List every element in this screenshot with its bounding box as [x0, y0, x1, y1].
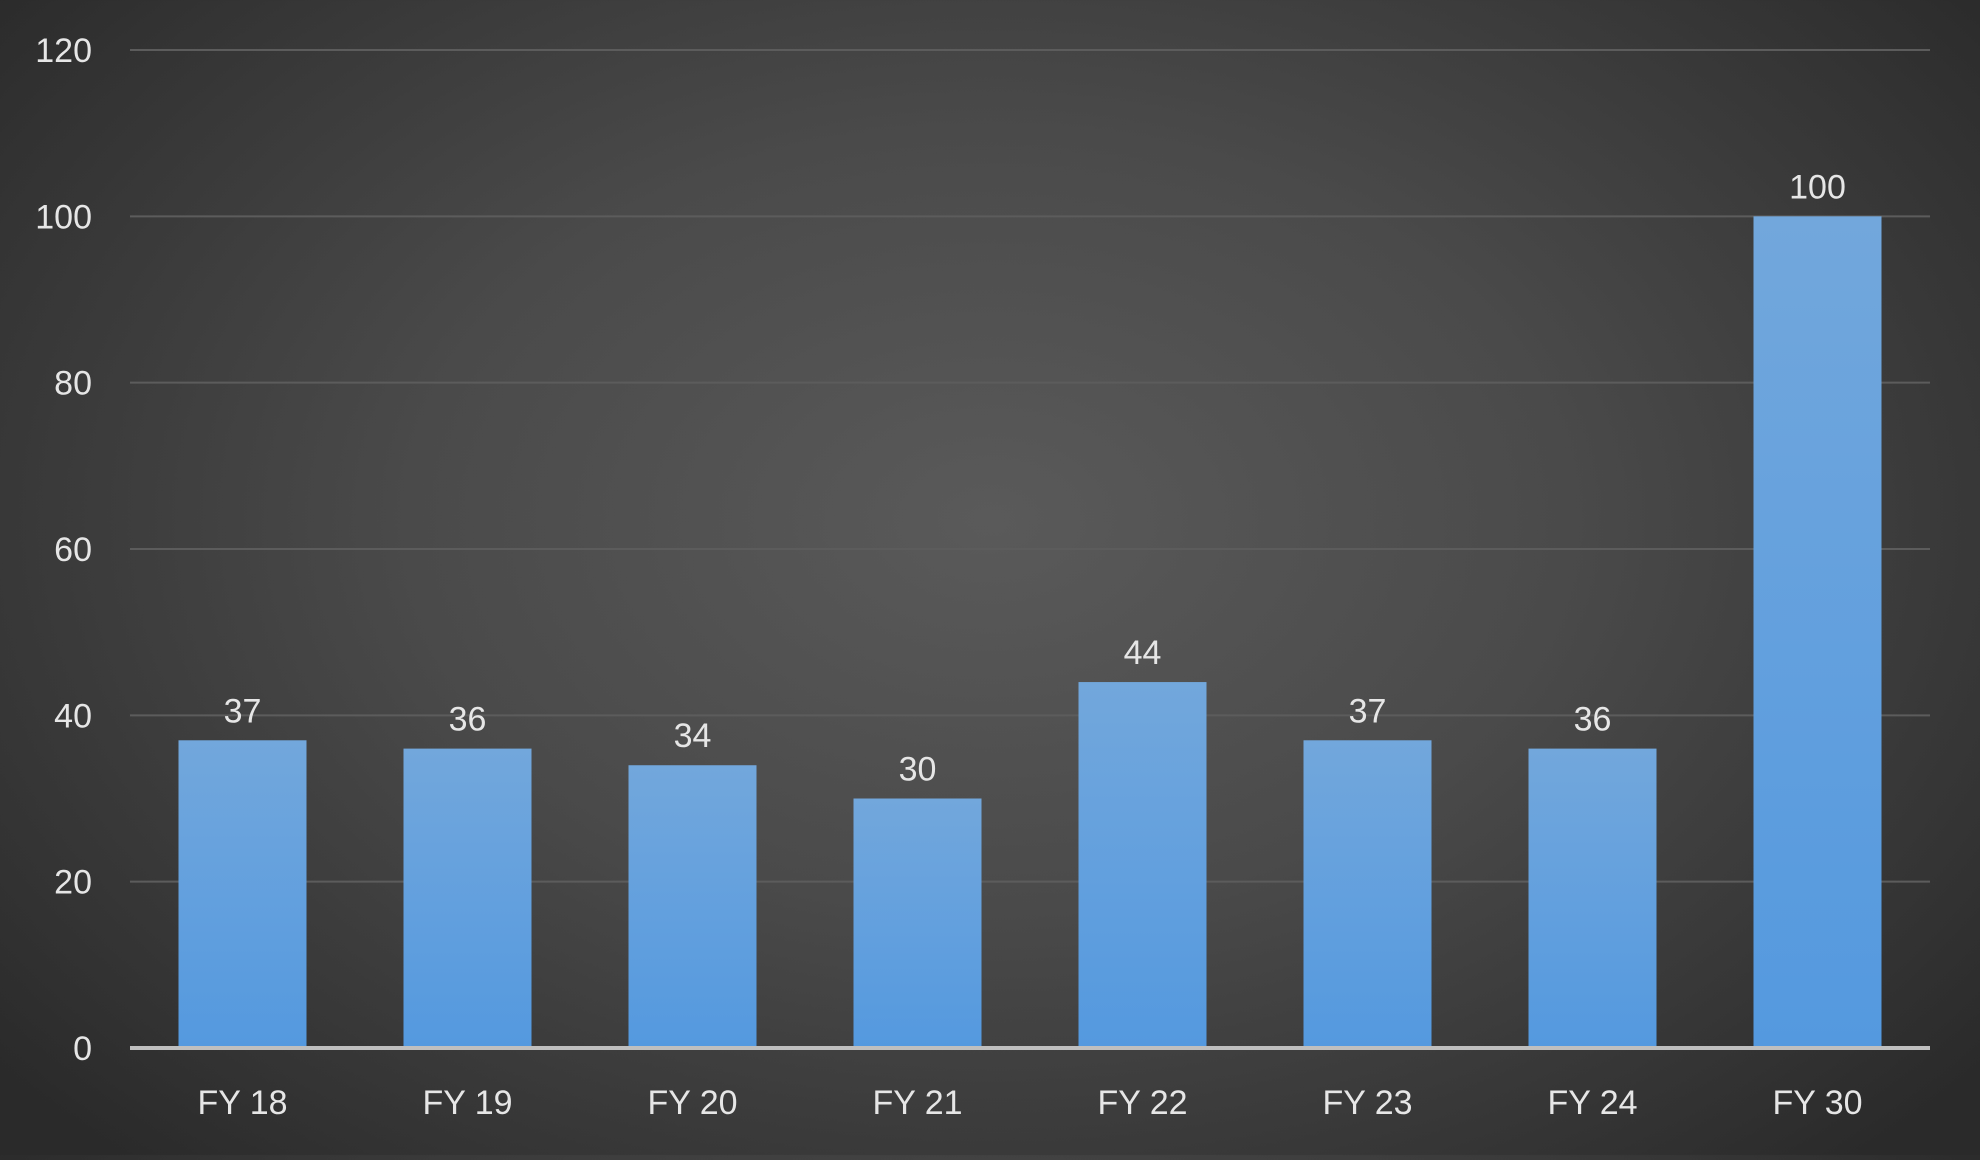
bar-fy-20 — [628, 765, 757, 1048]
x-tick-label: FY 20 — [647, 1084, 737, 1122]
data-label: 44 — [1124, 634, 1162, 672]
y-tick-label: 0 — [73, 1030, 92, 1068]
bar-fy-21 — [853, 798, 982, 1048]
y-tick-label: 40 — [54, 697, 92, 735]
y-tick-label: 100 — [35, 198, 92, 236]
bar-fy-24 — [1528, 748, 1657, 1048]
y-tick-label: 120 — [35, 32, 92, 70]
bar-fy-18 — [178, 740, 307, 1048]
y-tick-label: 20 — [54, 864, 92, 902]
x-tick-label: FY 22 — [1097, 1084, 1187, 1122]
data-label: 37 — [224, 692, 262, 730]
data-label: 36 — [449, 701, 487, 739]
y-tick-label: 80 — [54, 365, 92, 403]
data-label: 37 — [1349, 692, 1387, 730]
gridlines — [130, 49, 1930, 883]
data-label: 34 — [674, 717, 712, 755]
x-tick-label: FY 18 — [197, 1084, 287, 1122]
bar-fy-19 — [403, 748, 532, 1048]
x-tick-label: FY 23 — [1322, 1084, 1412, 1122]
x-tick-label: FY 19 — [422, 1084, 512, 1122]
x-tick-label: FY 21 — [872, 1084, 962, 1122]
data-label: 36 — [1574, 701, 1612, 739]
bars — [178, 216, 1882, 1049]
data-labels: 37 36 34 30 44 37 36 100 — [224, 168, 1846, 788]
data-label: 30 — [899, 751, 937, 789]
bar-fy-23 — [1303, 740, 1432, 1048]
x-tick-label: FY 24 — [1547, 1084, 1637, 1122]
x-tick-label: FY 30 — [1772, 1084, 1862, 1122]
y-axis-tick-labels: 0 20 40 60 80 100 120 — [35, 32, 92, 1068]
bar-fy-30 — [1753, 216, 1882, 1049]
y-tick-label: 60 — [54, 531, 92, 569]
bar-fy-22 — [1078, 682, 1207, 1048]
data-label: 100 — [1789, 168, 1846, 206]
x-axis-tick-labels: FY 18 FY 19 FY 20 FY 21 FY 22 FY 23 FY 24 FY 30 — [197, 1084, 1862, 1122]
